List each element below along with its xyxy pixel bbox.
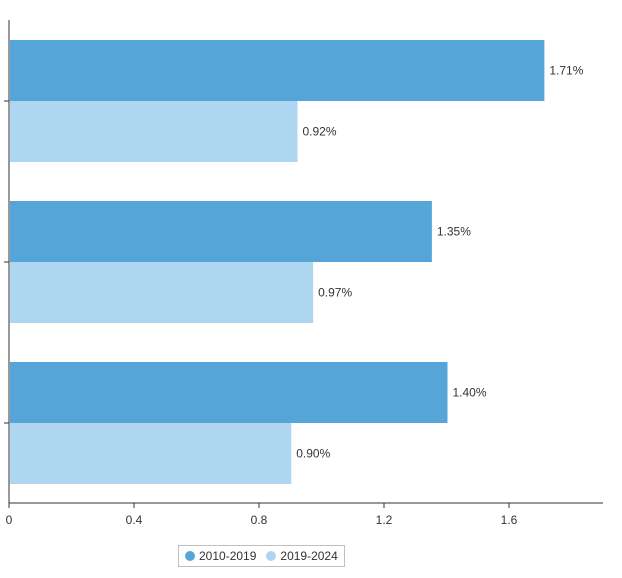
data-label-series-2-cat-1: 0.92% <box>303 125 337 139</box>
x-ticks-group: 0 0.4 0.8 1.2 1.6 <box>6 503 518 527</box>
legend-marker-series-1 <box>185 551 195 561</box>
bar-series-2-cat-2[interactable] <box>10 262 314 323</box>
legend-item-series-2[interactable]: 2019-2024 <box>266 549 338 563</box>
bar-series-2-cat-3[interactable] <box>10 423 292 484</box>
legend-marker-series-2 <box>266 551 277 561</box>
legend-label-series-1: 2010-2019 <box>199 549 257 563</box>
bar-chart: 1.71% 0.92% 1.35% 0.97% 1.40% 0.90% 0 0.4 0.8 1.… <box>4 20 603 527</box>
y-ticks-group <box>4 100 9 424</box>
legend-label-series-2: 2019-2024 <box>280 549 338 563</box>
chart-legend: 2010-2019 2019-2024 <box>178 545 345 567</box>
bar-series-1-cat-3[interactable] <box>10 362 448 423</box>
bar-series-2-cat-1[interactable] <box>10 101 298 162</box>
bars-group <box>10 40 545 484</box>
x-tick-label: 1.2 <box>376 513 393 527</box>
data-label-series-2-cat-2: 0.97% <box>318 286 352 300</box>
data-label-series-1-cat-3: 1.40% <box>453 386 487 400</box>
x-tick-label: 0.8 <box>251 513 268 527</box>
data-labels-group: 1.71% 0.92% 1.35% 0.97% 1.40% 0.90% <box>296 64 583 461</box>
x-tick-label: 0.4 <box>126 513 143 527</box>
x-tick-label: 0 <box>6 513 13 527</box>
legend-item-series-1[interactable]: 2010-2019 <box>185 549 256 563</box>
x-tick-label: 1.6 <box>501 513 518 527</box>
bar-series-1-cat-2[interactable] <box>10 201 432 262</box>
bar-series-1-cat-1[interactable] <box>10 40 545 101</box>
data-label-series-1-cat-1: 1.71% <box>549 64 583 78</box>
data-label-series-1-cat-2: 1.35% <box>437 225 471 239</box>
data-label-series-2-cat-3: 0.90% <box>296 447 330 461</box>
